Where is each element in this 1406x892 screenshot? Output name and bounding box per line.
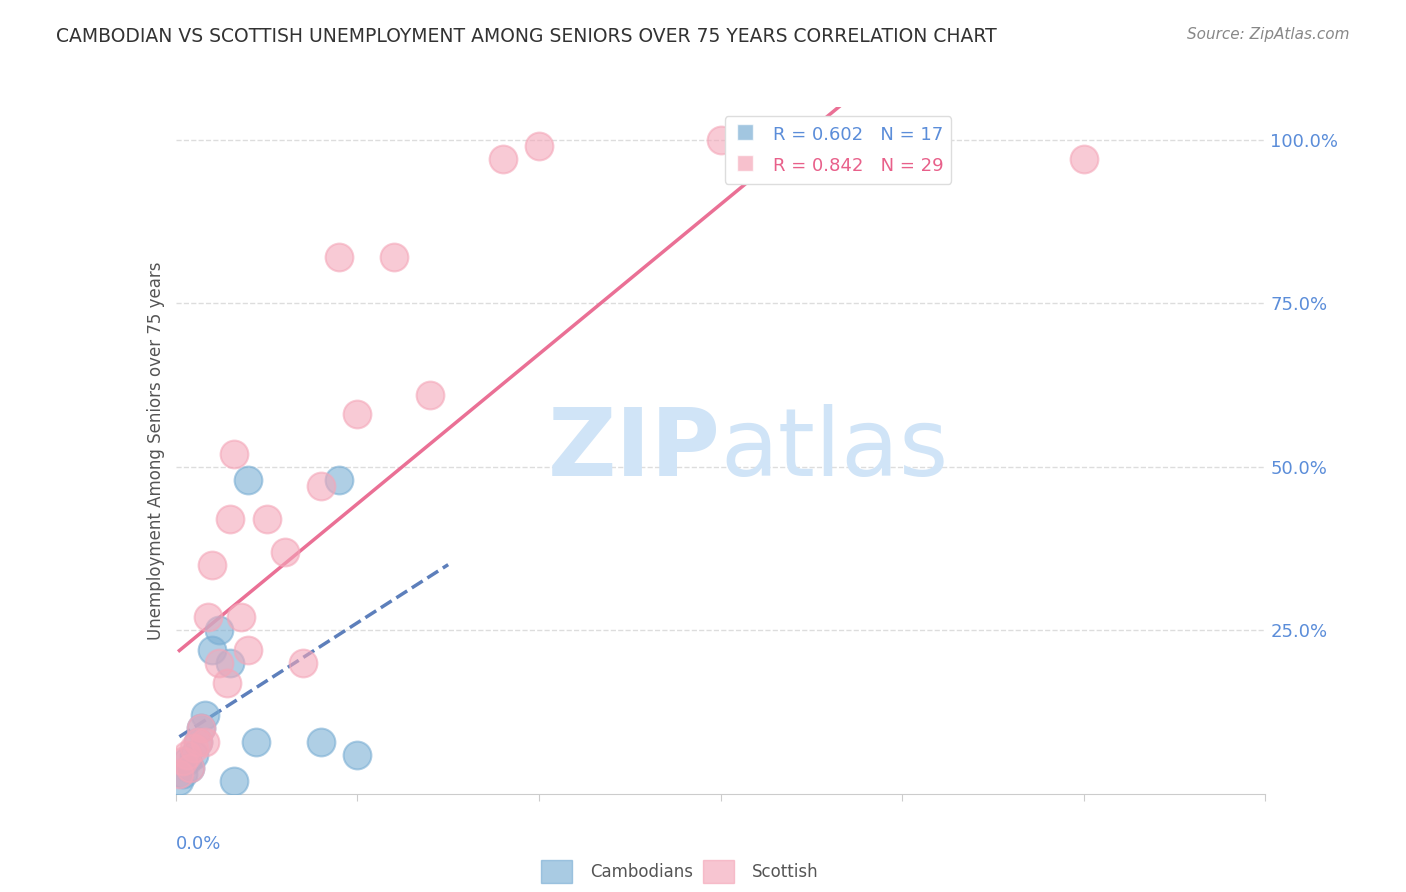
Point — [1073, 153, 1095, 167]
Point — [527, 139, 550, 153]
Point — [183, 747, 205, 762]
Point — [238, 643, 260, 657]
Point — [179, 761, 201, 775]
Text: Cambodians: Cambodians — [591, 863, 693, 881]
Y-axis label: Unemployment Among Seniors over 75 years: Unemployment Among Seniors over 75 years — [146, 261, 165, 640]
Point — [346, 408, 368, 422]
Text: CAMBODIAN VS SCOTTISH UNEMPLOYMENT AMONG SENIORS OVER 75 YEARS CORRELATION CHART: CAMBODIAN VS SCOTTISH UNEMPLOYMENT AMONG… — [56, 27, 997, 45]
Text: ZIP: ZIP — [548, 404, 721, 497]
Point — [231, 610, 253, 624]
Point — [172, 767, 194, 781]
Point — [219, 512, 242, 526]
Point — [208, 624, 231, 638]
Text: atlas: atlas — [721, 404, 949, 497]
Point — [201, 643, 224, 657]
Point — [186, 734, 209, 748]
Point — [710, 133, 733, 147]
Point — [190, 722, 212, 736]
Point — [222, 447, 245, 461]
Point — [172, 754, 194, 768]
Point — [186, 734, 209, 748]
Legend: R = 0.602   N = 17, R = 0.842   N = 29: R = 0.602 N = 17, R = 0.842 N = 29 — [724, 116, 952, 184]
Point — [194, 708, 217, 723]
Point — [382, 251, 405, 265]
Text: Scottish: Scottish — [752, 863, 818, 881]
Point — [328, 251, 350, 265]
Point — [328, 473, 350, 487]
Point — [183, 741, 205, 756]
Point — [256, 512, 278, 526]
Point — [169, 773, 191, 788]
Point — [176, 754, 198, 768]
Point — [179, 761, 201, 775]
Point — [419, 388, 441, 402]
Point — [245, 734, 267, 748]
Point — [891, 133, 914, 147]
Point — [190, 722, 212, 736]
Point — [492, 153, 515, 167]
Point — [176, 747, 198, 762]
Point — [309, 734, 332, 748]
Point — [309, 479, 332, 493]
Point — [169, 767, 191, 781]
Point — [194, 734, 217, 748]
Point — [201, 558, 224, 572]
Text: Source: ZipAtlas.com: Source: ZipAtlas.com — [1187, 27, 1350, 42]
Point — [197, 610, 219, 624]
Text: 0.0%: 0.0% — [176, 835, 221, 853]
Point — [291, 656, 314, 670]
Point — [274, 545, 297, 559]
Point — [219, 656, 242, 670]
Point — [208, 656, 231, 670]
Point — [238, 473, 260, 487]
Point — [215, 675, 238, 690]
Point — [222, 773, 245, 788]
Point — [346, 747, 368, 762]
